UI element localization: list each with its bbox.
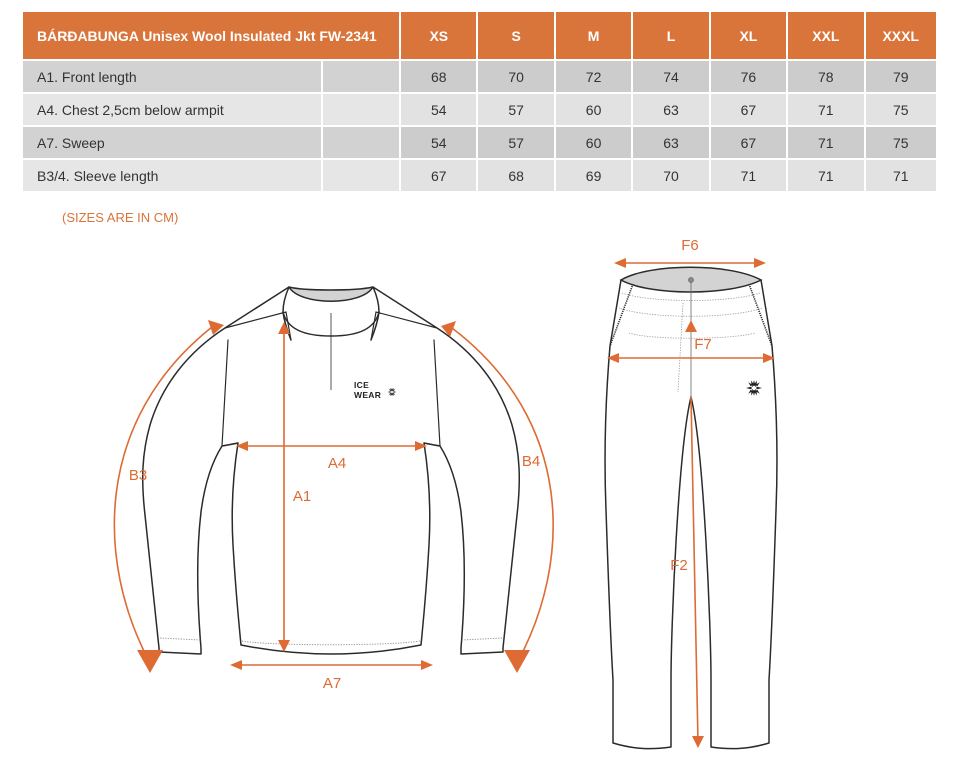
svg-text:WEAR: WEAR — [354, 390, 381, 400]
svg-text:ICE: ICE — [354, 380, 369, 390]
svg-text:A7: A7 — [323, 675, 341, 692]
svg-text:F6: F6 — [681, 237, 699, 254]
svg-text:F2: F2 — [670, 557, 688, 574]
svg-text:F7: F7 — [694, 336, 712, 353]
svg-text:A4: A4 — [328, 455, 346, 472]
svg-text:A1: A1 — [293, 488, 311, 505]
svg-text:B3: B3 — [129, 467, 147, 484]
svg-text:B4: B4 — [522, 453, 540, 470]
